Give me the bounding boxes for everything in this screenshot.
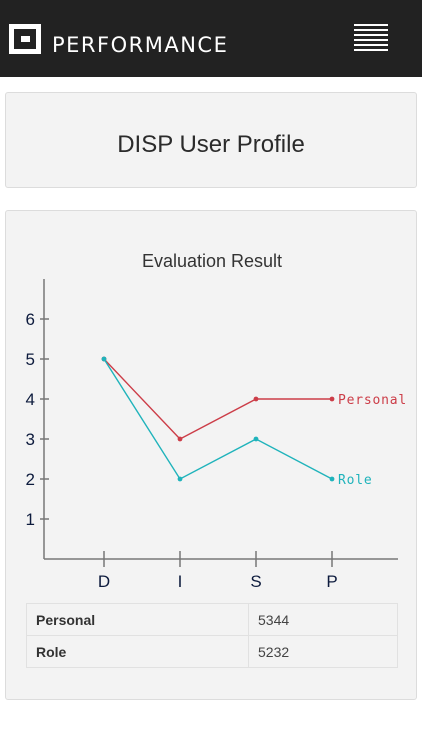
- x-tick-label: I: [178, 572, 183, 591]
- y-tick-label: 3: [26, 430, 35, 449]
- chart-title: Evaluation Result: [142, 251, 282, 271]
- series-label-role: Role: [338, 473, 373, 488]
- scores-table: Personal 5344 Role 5232: [26, 603, 398, 668]
- score-value: 5344: [248, 603, 398, 636]
- menu-line: [354, 44, 388, 46]
- y-tick-label: 6: [26, 310, 35, 329]
- y-tick-label: 5: [26, 350, 35, 369]
- brand-title: PERFORMANCE: [52, 33, 229, 57]
- series-label-personal: Personal: [338, 393, 407, 408]
- menu-line: [354, 29, 388, 31]
- y-tick-label: 4: [26, 390, 35, 409]
- table-row: Personal 5344: [26, 603, 398, 636]
- y-tick-label: 1: [26, 510, 35, 529]
- x-tick-label: S: [250, 572, 261, 591]
- score-name: Role: [26, 635, 249, 668]
- menu-line: [354, 39, 388, 41]
- pj-logo-icon[interactable]: [9, 24, 41, 54]
- page-title: DISP User Profile: [117, 131, 305, 158]
- menu-line: [354, 24, 388, 26]
- score-name: Personal: [26, 603, 249, 636]
- y-tick-label: 2: [26, 470, 35, 489]
- x-tick-label: D: [98, 572, 110, 591]
- hamburger-menu-icon[interactable]: [354, 24, 388, 52]
- series-line-personal: [103, 358, 332, 440]
- data-point-personal: [329, 396, 335, 402]
- x-tick-label: P: [326, 572, 337, 591]
- evaluation-chart: Evaluation Result 1 2 3 4 5 6 D I S P Personal Role: [26, 251, 407, 591]
- table-row: Role 5232: [26, 635, 398, 668]
- menu-line: [354, 49, 388, 51]
- menu-line: [354, 34, 388, 36]
- evaluation-result-card: Evaluation Result 1 2 3 4 5 6 D I S P Personal Role…: [5, 210, 417, 700]
- data-point-role: [253, 436, 259, 442]
- top-bar: PERFORMANCE: [0, 0, 422, 77]
- profile-title-card: DISP User Profile: [5, 92, 417, 188]
- data-point-role: [177, 476, 183, 482]
- data-point-role: [329, 476, 335, 482]
- score-value: 5232: [248, 635, 398, 668]
- series-line-role: [103, 358, 333, 480]
- data-point-personal: [253, 396, 259, 402]
- data-point-personal: [177, 436, 183, 442]
- data-point-role: [101, 356, 107, 362]
